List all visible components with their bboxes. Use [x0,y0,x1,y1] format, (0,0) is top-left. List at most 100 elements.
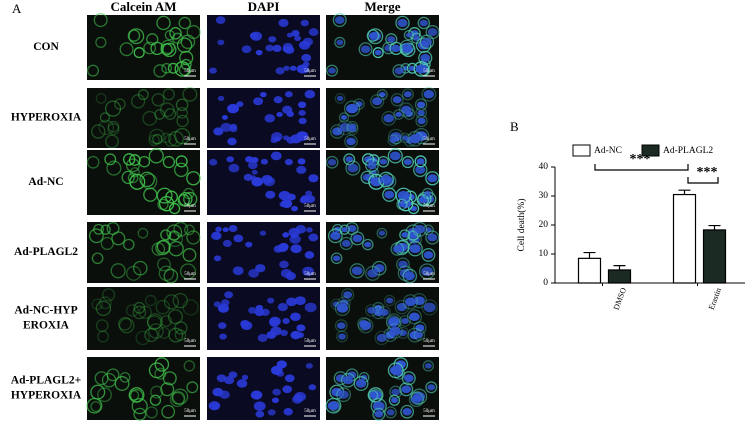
cell [340,372,356,388]
nucleus [402,407,412,416]
nucleus [208,158,218,166]
nucleus [245,241,253,248]
cell [377,305,391,319]
cell [162,371,177,386]
cell [164,133,178,147]
nucleus [302,37,314,46]
nucleus [289,65,297,71]
cell [118,316,132,331]
cell [100,236,114,251]
nucleus [327,158,337,166]
nucleus [370,177,383,187]
cell [421,299,438,316]
nucleus [259,230,267,236]
nucleus [378,230,386,236]
nucleus [282,318,290,324]
nucleus [415,64,427,74]
cell [186,25,201,40]
nucleus [275,67,285,75]
nucleus [279,260,289,269]
nucleus [413,296,425,306]
cell [182,248,197,262]
nucleus [291,205,299,212]
cell [174,162,189,178]
cell [137,227,149,239]
nucleus [364,241,372,248]
cell [376,227,388,239]
nucleus [267,297,275,304]
nucleus [336,303,348,313]
cell [133,301,146,314]
cell [381,110,397,126]
cell [343,100,361,117]
cell [148,128,165,145]
cell [417,16,431,30]
nucleus [401,42,412,51]
nucleus [304,251,315,259]
nucleus [386,297,394,304]
scale-bar-label: 50μm [304,409,316,414]
cell [154,357,170,372]
cell [153,64,167,78]
nucleus [360,45,371,54]
cell [132,260,148,276]
nucleus [298,109,306,116]
nucleus [222,227,229,233]
nucleus [384,190,395,199]
nucleus [404,271,415,281]
nucleus [227,137,237,146]
micrograph: 50μm [326,287,439,350]
nucleus [392,245,402,253]
nucleus [236,101,244,108]
nucleus [283,407,293,416]
nucleus [273,96,283,104]
cell [339,224,350,235]
nucleus [332,255,341,262]
cell [387,148,403,164]
cell [400,404,415,419]
cell [168,327,184,343]
nucleus [233,234,244,243]
nucleus [355,379,367,388]
cell [164,29,176,41]
cell [125,158,140,173]
cell [98,119,115,136]
cell [161,62,172,74]
cell [325,64,339,77]
cell [143,41,157,55]
nucleus [241,321,253,331]
micrograph: 50μm [207,150,320,215]
cell [362,238,374,251]
nucleus [296,332,305,339]
nucleus [248,307,257,314]
nucleus [255,410,265,418]
cell [334,93,346,104]
nucleus [251,169,258,175]
scale-bar-label: 50μm [304,204,316,209]
cell [123,238,135,251]
x-tick-label: DMSO [612,286,628,311]
scale-bar-label: 50μm [423,69,435,74]
bar [702,229,727,284]
nucleus [327,401,340,411]
cell [160,315,172,327]
nucleus [298,117,307,125]
cell [399,39,415,55]
cell [104,153,117,166]
cell [163,268,179,284]
cell [157,198,169,211]
cell [148,362,165,379]
nucleus [218,322,227,329]
cell [114,98,126,110]
cell [156,15,171,31]
nucleus [216,374,227,383]
nucleus [367,307,376,314]
nucleus [285,297,297,307]
nucleus [302,266,314,277]
cell [345,160,361,176]
nucleus [270,137,278,144]
cell [169,27,182,40]
nucleus [399,329,407,337]
nucleus [403,91,412,98]
scale-bar-label: 50μm [184,339,196,344]
